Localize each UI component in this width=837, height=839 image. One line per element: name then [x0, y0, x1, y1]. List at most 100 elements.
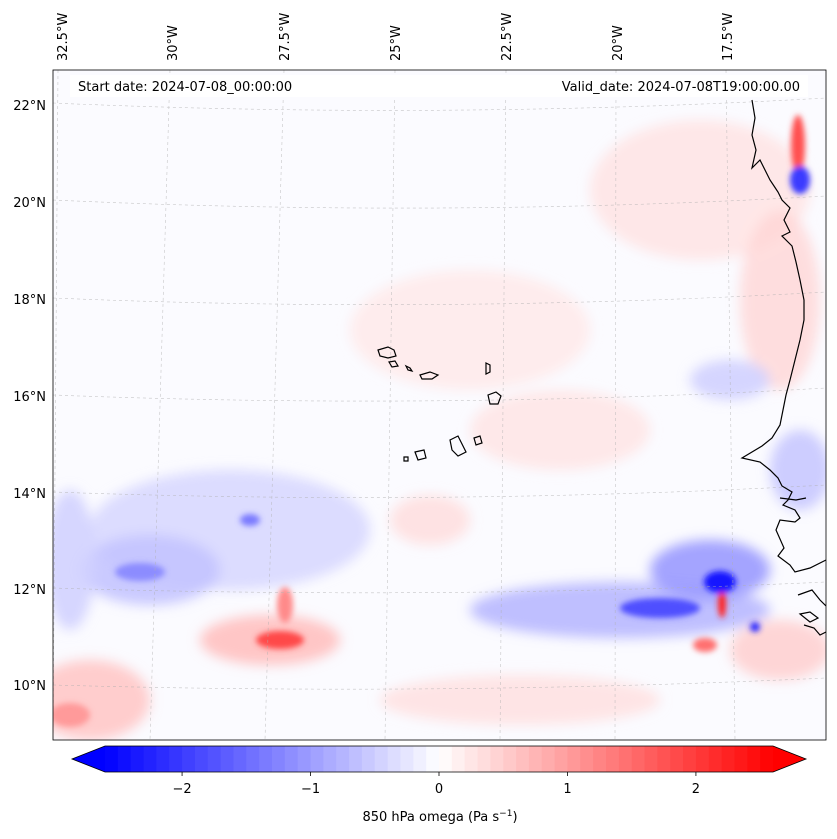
field-patch-positive [730, 620, 826, 680]
graticule [53, 70, 826, 740]
lon-label: 27.5°W [278, 13, 293, 61]
field-core-negative [115, 563, 165, 581]
field-core-negative [750, 622, 760, 632]
meridian-line [384, 70, 396, 740]
colorbar-ticks: −2 −1 0 1 2 [172, 772, 700, 797]
omega-field [53, 70, 826, 740]
colorbar-segment [528, 746, 543, 772]
colorbar-label: 850 hPa omega (Pa s−1) [362, 809, 517, 825]
map-panel: Start date: 2024-07-08_00:00:00 Valid_da… [52, 69, 827, 741]
africa-coast [803, 624, 826, 636]
meridian-line [614, 70, 617, 740]
colorbar-segment [336, 746, 350, 772]
island [487, 391, 502, 405]
colorbar-tick-label: 0 [435, 782, 443, 797]
colorbar-segment [246, 746, 260, 772]
colorbar-segment [683, 746, 697, 772]
colorbar-segment [464, 746, 479, 772]
island [377, 346, 397, 359]
colorbar-segment [105, 746, 119, 772]
field-core-positive [53, 703, 90, 727]
field-patch-positive [390, 495, 470, 545]
colorbar-segment [516, 746, 530, 772]
cape-verde-islands [377, 346, 502, 462]
field-patch-positive [53, 660, 150, 740]
colorbar-outline [70, 745, 808, 773]
meridian-line [264, 70, 285, 740]
colorbar-segment [156, 746, 170, 772]
colorbar-tick-label: 2 [692, 782, 700, 797]
africa-coast [797, 589, 826, 607]
colorbar-segment [361, 746, 376, 772]
field-core-positive [277, 587, 293, 623]
island [473, 435, 483, 446]
field-patch-positive [740, 210, 820, 390]
island [404, 364, 414, 372]
island [485, 362, 491, 375]
colorbar-segment [503, 746, 517, 772]
colorbar-segment [618, 746, 633, 772]
colorbar-segment [657, 746, 671, 772]
meridian-line [499, 70, 507, 740]
field-patch-positive [380, 675, 660, 725]
coastline [740, 99, 826, 636]
colorbar-segment [606, 746, 620, 772]
colorbar-extend-max [773, 746, 806, 772]
colorbar-segment [143, 746, 157, 772]
lat-label: 16°N [13, 390, 46, 405]
field-patch-negative [690, 360, 770, 400]
field-patch-positive [470, 390, 650, 470]
lon-label: 17.5°W [721, 13, 736, 61]
colorbar-segment [567, 746, 581, 772]
header-box [70, 75, 808, 97]
colorbar-segment [169, 746, 183, 772]
africa-coast [740, 99, 826, 573]
latitude-axis: 22°N 20°N 18°N 16°N 14°N 12°N 10°N [13, 99, 46, 694]
colorbar-segment [130, 746, 145, 772]
colorbar-segment [554, 746, 569, 772]
field-core-positive [791, 115, 805, 175]
island [414, 449, 427, 461]
colorbar-segment [695, 746, 710, 772]
field-patch-negative [650, 540, 770, 600]
colorbar-segment [207, 746, 222, 772]
colorbar-segment [747, 746, 761, 772]
field-patch-negative [53, 490, 95, 630]
island [403, 456, 409, 462]
colorbar-segments [72, 746, 806, 772]
colorbar-tick-label: −2 [172, 782, 191, 797]
colorbar-segment [721, 746, 736, 772]
lat-label: 22°N [13, 99, 46, 114]
colorbar-segment [760, 746, 774, 772]
parallel-line [53, 387, 826, 402]
parallel-line [53, 677, 826, 690]
colorbar-segment [374, 746, 389, 772]
colorbar-segment [477, 746, 491, 772]
field-patch-negative [770, 430, 826, 510]
colorbar-segment [580, 746, 594, 772]
field-core-negative [704, 571, 736, 593]
lon-label: 22.5°W [500, 13, 515, 61]
colorbar-segment [297, 746, 312, 772]
colorbar-extend-min [72, 746, 105, 772]
colorbar-segment [182, 746, 196, 772]
meridian-line [53, 70, 59, 740]
colorbar-segment [644, 746, 658, 772]
colorbar-segment [426, 746, 440, 772]
coast-islands [798, 611, 820, 623]
field-core-positive [693, 638, 717, 652]
island [388, 360, 399, 368]
colorbar-segment [284, 746, 299, 772]
colorbar-segment [593, 746, 607, 772]
field-core-negative [240, 514, 260, 526]
longitude-axis: 32.5°W 30°W 27.5°W 25°W 22.5°W 20°W 17.5… [56, 13, 736, 61]
island [419, 371, 440, 380]
colorbar-segment [439, 746, 453, 772]
field-core-negative [620, 598, 700, 618]
colorbar-label-suffix: ) [512, 810, 517, 825]
colorbar-tick-label: 1 [563, 782, 571, 797]
colorbar-segment [117, 746, 132, 772]
lon-label: 25°W [389, 25, 404, 61]
colorbar-segment [387, 746, 402, 772]
